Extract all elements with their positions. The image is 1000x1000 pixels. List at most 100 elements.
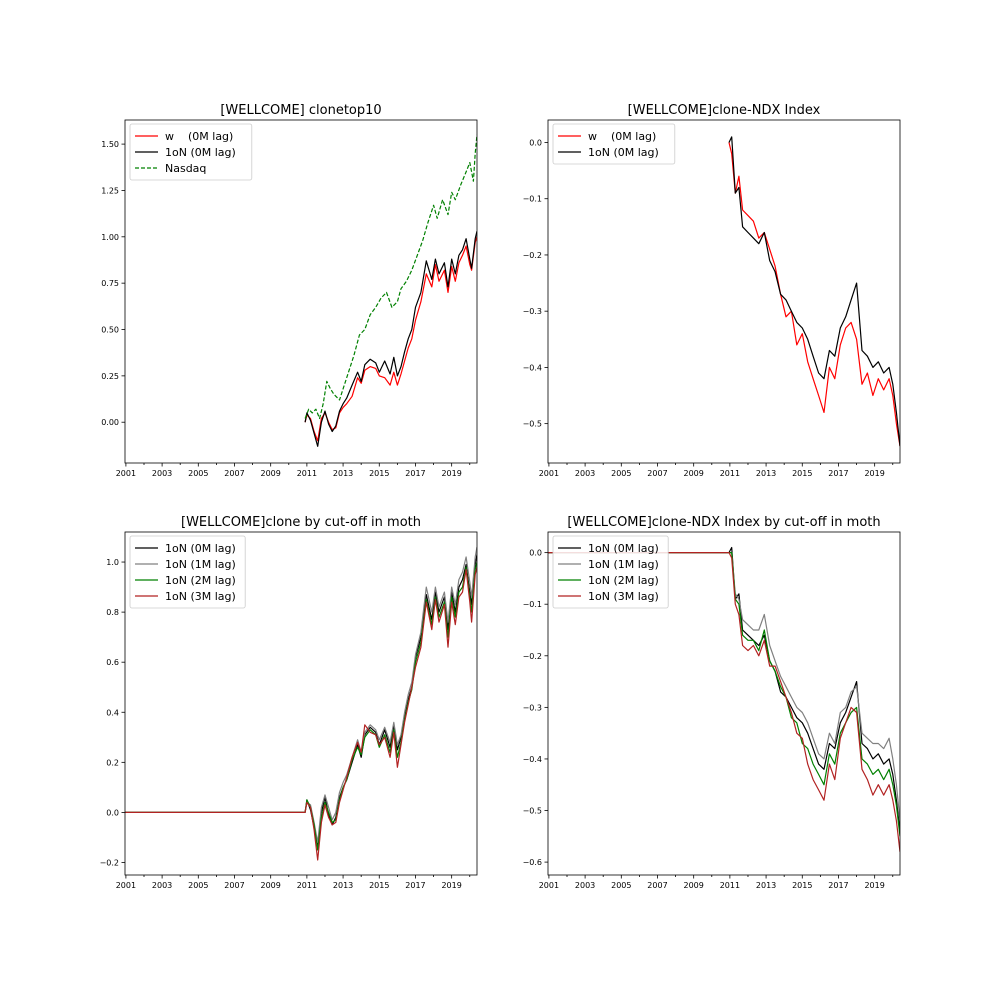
x-tick-label: 2015 [792, 469, 812, 478]
axes-frame [547, 119, 901, 464]
legend-label: 1oN (0M lag) [588, 542, 659, 555]
series-line-black [728, 136, 900, 447]
x-tick-label: 2005 [611, 881, 631, 890]
axes-frame [124, 119, 478, 464]
x-tick-label: 2015 [792, 881, 812, 890]
y-tick-label: 1.50 [101, 140, 119, 149]
y-tick-label: −0.5 [523, 420, 542, 429]
legend-label: 1oN (1M lag) [588, 558, 659, 571]
x-tick-label: 2009 [684, 881, 704, 890]
x-tick-label: 2005 [611, 469, 631, 478]
chart-title: [WELLCOME]clone-NDX Index by cut-off in … [567, 515, 880, 530]
legend-box [552, 535, 669, 609]
legend-label: 1oN (2M lag) [588, 574, 659, 587]
x-tick-label: 2015 [369, 881, 389, 890]
y-tick-label: 1.0 [106, 558, 119, 567]
x-tick-label: 2007 [224, 881, 244, 890]
y-tick-label: 0.2 [106, 758, 119, 767]
x-tick-label: 2009 [261, 881, 281, 890]
y-tick-label: 0.25 [101, 372, 119, 381]
x-tick-label: 2019 [864, 881, 884, 890]
y-tick-label: −0.3 [523, 307, 542, 316]
legend-label: 1oN (3M lag) [588, 590, 659, 603]
series-line-green [304, 134, 477, 420]
y-tick-label: 0.0 [529, 549, 542, 558]
y-tick-label: −0.4 [523, 363, 542, 372]
x-tick-label: 2019 [864, 469, 884, 478]
y-tick-label: −0.6 [523, 858, 542, 867]
y-tick-label: 0.50 [101, 326, 119, 335]
x-tick-label: 2001 [116, 881, 136, 890]
series-line-gray [125, 546, 477, 844]
x-tick-label: 2007 [647, 881, 667, 890]
legend-label: 1oN (2M lag) [165, 574, 236, 587]
legend-box [129, 535, 246, 609]
chart-title: [WELLCOME]clone-NDX Index [628, 103, 821, 118]
x-tick-label: 2009 [261, 469, 281, 478]
chart-title: [WELLCOME]clone by cut-off in moth [181, 515, 421, 530]
chart-2: [WELLCOME]clone by cut-off in moth 2001 20… [100, 515, 478, 890]
x-tick-label: 2003 [575, 469, 595, 478]
x-tick-label: 2003 [575, 881, 595, 890]
x-tick-label: 2015 [369, 469, 389, 478]
y-tick-label: −0.5 [523, 807, 542, 816]
axes-frame [124, 531, 478, 876]
x-tick-label: 2007 [647, 469, 667, 478]
y-tick-label: 0.6 [106, 658, 119, 667]
chart-3: [WELLCOME]clone-NDX Index by cut-off in … [523, 515, 901, 890]
x-tick-label: 2013 [333, 881, 353, 890]
y-tick-label: −0.2 [523, 652, 542, 661]
series-line-red [728, 142, 900, 447]
series-line-gray [548, 552, 900, 821]
chart-title: [WELLCOME] clonetop10 [220, 103, 381, 118]
x-tick-label: 2013 [756, 469, 776, 478]
y-tick-label: −0.2 [523, 251, 542, 260]
x-tick-label: 2013 [756, 881, 776, 890]
x-tick-label: 2013 [333, 469, 353, 478]
y-tick-label: 1.00 [101, 233, 119, 242]
y-tick-label: −0.1 [523, 195, 542, 204]
legend-box [129, 123, 253, 181]
x-tick-label: 2011 [720, 881, 740, 890]
series-line-green [548, 552, 900, 837]
y-tick-label: 1.25 [101, 186, 119, 195]
series-line-red [304, 236, 477, 442]
legend-label: Nasdaq [165, 162, 206, 175]
legend-label: 1oN (0M lag) [165, 146, 236, 159]
x-tick-label: 2005 [188, 469, 208, 478]
x-tick-label: 2005 [188, 881, 208, 890]
x-tick-label: 2011 [297, 881, 317, 890]
chart-1: [WELLCOME]clone-NDX Index 2001 2003 2005 200… [523, 103, 901, 478]
x-tick-label: 2017 [828, 469, 848, 478]
series-line-black [304, 231, 477, 447]
x-tick-label: 2009 [684, 469, 704, 478]
x-tick-label: 2011 [720, 469, 740, 478]
x-tick-label: 2017 [405, 881, 425, 890]
legend-label: 1oN (0M lag) [588, 146, 659, 159]
x-tick-label: 2011 [297, 469, 317, 478]
legend: 1oN (0M lag) 1oN (1M lag) 1oN (2M lag) 1oN … [552, 535, 669, 609]
chart-0: [WELLCOME] clonetop10 2001 2003 2005 2007 200… [101, 103, 478, 478]
legend-label: 1oN (0M lag) [165, 542, 236, 555]
x-tick-label: 2003 [152, 469, 172, 478]
y-tick-label: 0.0 [106, 808, 119, 817]
y-tick-label: 0.0 [529, 138, 542, 147]
series-line-brown [125, 566, 477, 861]
y-tick-label: −0.2 [100, 858, 119, 867]
y-tick-label: −0.1 [523, 600, 542, 609]
x-tick-label: 2007 [224, 469, 244, 478]
legend-label: 1oN (3M lag) [165, 590, 236, 603]
series-line-brown [548, 552, 900, 852]
x-tick-label: 2017 [828, 881, 848, 890]
x-tick-label: 2001 [539, 469, 559, 478]
y-tick-label: 0.4 [106, 708, 119, 717]
series-line-black [548, 546, 900, 832]
y-tick-label: 0.00 [101, 418, 119, 427]
legend: w (0M lag) 1oN (0M lag) Nasdaq [129, 123, 253, 181]
x-tick-label: 2019 [441, 469, 461, 478]
y-tick-label: 0.75 [101, 279, 119, 288]
x-tick-label: 2019 [441, 881, 461, 890]
y-tick-label: −0.3 [523, 703, 542, 712]
x-tick-label: 2001 [539, 881, 559, 890]
